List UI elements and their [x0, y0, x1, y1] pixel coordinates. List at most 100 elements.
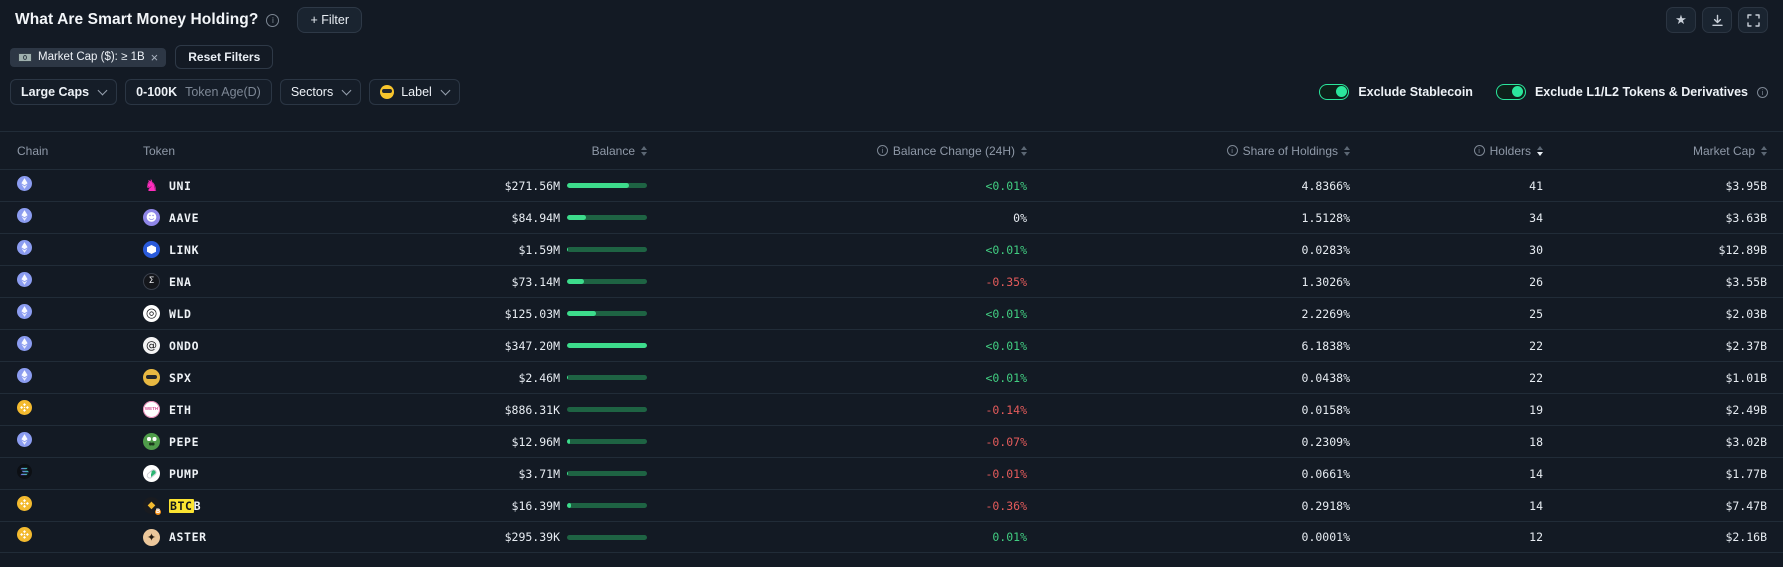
- sort-icon[interactable]: [1021, 145, 1027, 156]
- balance-value: $16.39M: [511, 498, 560, 513]
- token-cell[interactable]: PEPE: [143, 433, 380, 450]
- favorite-button[interactable]: ★: [1666, 7, 1696, 33]
- table-row-aave[interactable]: ☻ AAVE $84.94M 0% 1.5128% 34 $3.63B: [0, 201, 1783, 233]
- token-cell[interactable]: LINK: [143, 241, 380, 258]
- token-cell[interactable]: ◆ B BTCB: [143, 497, 380, 516]
- table-row-ondo[interactable]: @ ONDO $347.20M <0.01% 6.1838% 22 $2.37B: [0, 329, 1783, 361]
- share-of-holdings-value: 0.0283%: [1301, 242, 1350, 257]
- balance-value: $2.46M: [518, 370, 560, 385]
- title-info-icon[interactable]: [266, 13, 280, 27]
- add-filter-button[interactable]: + Filter: [297, 7, 363, 33]
- column-header-chain[interactable]: Chain: [17, 143, 49, 158]
- table-row-spx[interactable]: SPX $2.46M <0.01% 0.0438% 22 $1.01B: [0, 361, 1783, 393]
- balance-cell: $2.46M: [380, 371, 647, 385]
- token-cell[interactable]: ◎ WLD: [143, 305, 380, 322]
- balance-cell: $3.71M: [380, 467, 647, 481]
- balance-bar-fill: [567, 375, 568, 380]
- token-name: PEPE: [169, 434, 200, 449]
- fullscreen-button[interactable]: [1738, 7, 1768, 33]
- exclude-l1l2-toggle[interactable]: [1495, 84, 1526, 100]
- balance-cell: $12.96M: [380, 435, 647, 449]
- table-row-uni[interactable]: ♞ UNI $271.56M <0.01% 4.8366% 41 $3.95B: [0, 169, 1783, 201]
- table-row-eth[interactable]: WETH ETH $886.31K -0.14% 0.0158% 19 $2.4…: [0, 393, 1783, 425]
- chain-cell: [0, 303, 143, 324]
- market-cap-size-select[interactable]: Large Caps: [10, 79, 118, 105]
- ethereum-chain-icon: [17, 431, 32, 447]
- table-row-wld[interactable]: ◎ WLD $125.03M <0.01% 2.2269% 25 $2.03B: [0, 297, 1783, 329]
- table-row-pepe[interactable]: PEPE $12.96M -0.07% 0.2309% 18 $3.02B: [0, 425, 1783, 457]
- sectors-select[interactable]: Sectors: [279, 79, 362, 105]
- chain-cell: [0, 335, 143, 356]
- exclude-stablecoin-label: Exclude Stablecoin: [1358, 85, 1473, 99]
- ethereum-chain-icon: [17, 335, 32, 351]
- token-name: LINK: [169, 242, 200, 257]
- sunglasses-emoji-icon: [380, 85, 395, 99]
- l1l2-info-icon[interactable]: [1757, 86, 1768, 98]
- column-header-share-of-holdings[interactable]: Share of Holdings: [1027, 144, 1350, 158]
- holders-info-icon[interactable]: [1473, 145, 1485, 156]
- label-select[interactable]: Label: [369, 79, 460, 105]
- share-of-holdings-value: 0.0158%: [1301, 402, 1350, 417]
- download-button[interactable]: [1702, 7, 1732, 33]
- token-age-filter[interactable]: 0-100K Token Age(D): [125, 79, 272, 105]
- balance-bar-fill: [567, 311, 596, 316]
- sort-icon[interactable]: [641, 145, 647, 156]
- sort-icon[interactable]: [1344, 145, 1350, 156]
- market-cap-filter-chip[interactable]: Market Cap ($): ≥ 1B ×: [10, 47, 167, 67]
- bnb-chain-icon: [17, 527, 32, 542]
- exclude-stablecoin-toggle[interactable]: [1319, 84, 1350, 100]
- toggles-group: Exclude Stablecoin Exclude L1/L2 Tokens …: [1319, 84, 1768, 100]
- balance-bar: [567, 407, 647, 412]
- column-header-holders[interactable]: Holders: [1350, 144, 1543, 158]
- balance-change-value: -0.07%: [985, 434, 1027, 449]
- balance-change-info-icon[interactable]: [876, 145, 888, 156]
- token-cell[interactable]: ♞ UNI: [143, 177, 380, 194]
- token-cell[interactable]: Σ ENA: [143, 273, 380, 290]
- balance-bar: [567, 183, 647, 188]
- token-name: AAVE: [169, 210, 200, 225]
- btcb-token-icon: ◆ B: [143, 497, 162, 516]
- market-cap-value: $2.16B: [1725, 530, 1767, 544]
- token-cell[interactable]: ✦ ASTER: [143, 528, 380, 546]
- table-header-row: Chain Token Balance Balance Change (24H)…: [0, 131, 1783, 169]
- aster-token-icon: ✦: [143, 528, 160, 546]
- sort-icon[interactable]: [1761, 145, 1767, 156]
- bnb-chain-icon: [17, 399, 32, 415]
- pepe-token-icon: [143, 433, 160, 450]
- table-row-aster[interactable]: ✦ ASTER $295.39K 0.01% 0.0001% 12 $2.16B: [0, 521, 1783, 553]
- balance-cell: $295.39K: [380, 530, 647, 544]
- market-cap-value: $2.03B: [1725, 306, 1767, 321]
- market-cap-value: $2.37B: [1725, 338, 1767, 353]
- column-header-balance[interactable]: Balance: [380, 144, 647, 158]
- share-of-holdings-value: 0.0661%: [1301, 466, 1350, 481]
- token-name: ASTER: [169, 530, 207, 544]
- table-row-link[interactable]: LINK $1.59M <0.01% 0.0283% 30 $12.89B: [0, 233, 1783, 265]
- token-cell[interactable]: @ ONDO: [143, 337, 380, 354]
- token-cell[interactable]: PUMP: [143, 465, 380, 482]
- share-info-icon[interactable]: [1226, 145, 1238, 156]
- ethereum-chain-icon: [17, 175, 32, 191]
- token-cell[interactable]: SPX: [143, 369, 380, 386]
- holders-value: 22: [1529, 338, 1543, 353]
- share-of-holdings-value: 1.5128%: [1301, 210, 1350, 225]
- holders-value: 26: [1529, 274, 1543, 289]
- table-row-ena[interactable]: Σ ENA $73.14M -0.35% 1.3026% 26 $3.55B: [0, 265, 1783, 297]
- market-cap-value: $3.63B: [1725, 210, 1767, 225]
- balance-value: $84.94M: [511, 210, 560, 225]
- token-cell[interactable]: WETH ETH: [143, 401, 380, 418]
- market-cap-value: $3.02B: [1725, 434, 1767, 449]
- balance-bar-fill: [567, 279, 584, 284]
- reset-filters-button[interactable]: Reset Filters: [175, 45, 274, 69]
- token-name: ETH: [169, 402, 192, 417]
- token-cell[interactable]: ☻ AAVE: [143, 209, 380, 226]
- table-row-btcb[interactable]: ◆ B BTCB $16.39M -0.36% 0.2918% 14 $7.47B: [0, 489, 1783, 521]
- remove-filter-icon[interactable]: ×: [150, 49, 159, 65]
- column-header-balance-change[interactable]: Balance Change (24H): [647, 144, 1027, 158]
- controls-row: Large Caps 0-100K Token Age(D) Sectors L…: [0, 79, 1783, 105]
- sort-icon-active-desc[interactable]: [1537, 145, 1543, 156]
- market-cap-chip-label: Market Cap ($): ≥ 1B: [38, 51, 145, 63]
- column-header-market-cap[interactable]: Market Cap: [1543, 144, 1767, 158]
- balance-bar: [567, 343, 647, 348]
- column-header-token[interactable]: Token: [143, 143, 176, 158]
- table-row-pump[interactable]: PUMP $3.71M -0.01% 0.0661% 14 $1.77B: [0, 457, 1783, 489]
